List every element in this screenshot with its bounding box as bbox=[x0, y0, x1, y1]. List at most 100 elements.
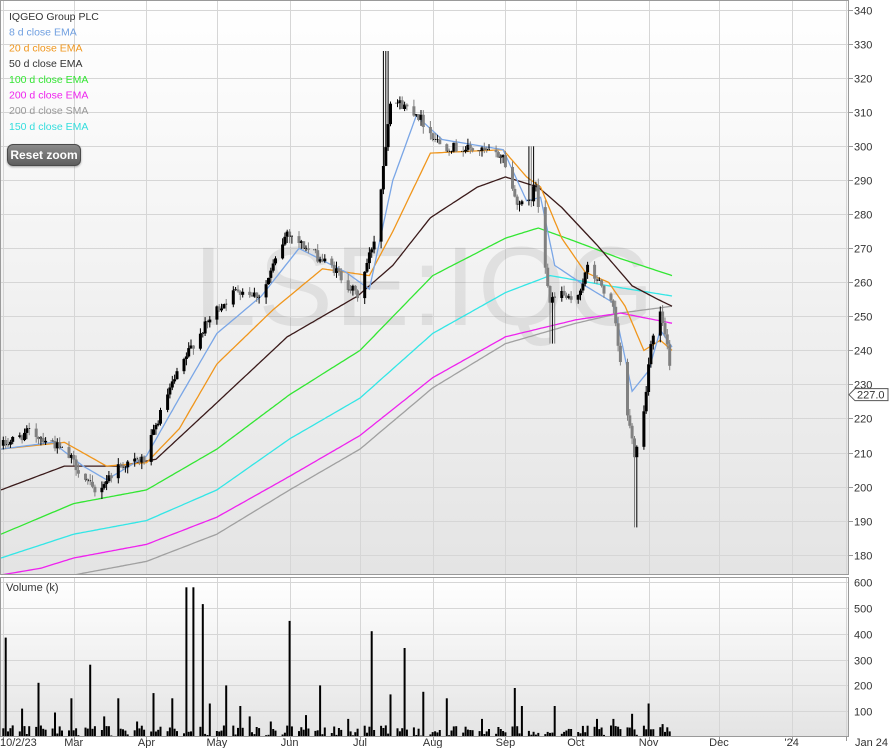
candle-body bbox=[586, 264, 590, 273]
candle-body bbox=[133, 458, 137, 462]
volume-bar bbox=[330, 733, 333, 737]
candle-body bbox=[182, 359, 186, 372]
date-tick-label: Dec bbox=[709, 737, 729, 748]
volume-bar bbox=[267, 734, 270, 737]
candle-body bbox=[332, 264, 336, 273]
candle-body bbox=[330, 258, 334, 265]
volume-bar bbox=[215, 731, 218, 737]
volume-bar bbox=[513, 688, 516, 737]
candle-body bbox=[100, 487, 104, 493]
volume-bar bbox=[396, 728, 399, 737]
candle-body bbox=[320, 259, 324, 262]
volume-bar bbox=[302, 729, 305, 737]
candle-body bbox=[468, 144, 472, 148]
candle-body bbox=[626, 362, 629, 416]
candle-body bbox=[297, 236, 301, 243]
candle-body bbox=[109, 475, 113, 479]
volume-bar bbox=[666, 727, 669, 737]
candle-body bbox=[611, 300, 615, 307]
price-tick-label: 220 bbox=[854, 414, 872, 426]
candle-body bbox=[91, 481, 94, 487]
candle-body bbox=[379, 189, 383, 242]
price-tick-label: 330 bbox=[854, 40, 872, 52]
volume-bar bbox=[373, 730, 376, 737]
volume-bar bbox=[298, 731, 300, 737]
candle-body bbox=[72, 455, 76, 460]
candle-body bbox=[299, 241, 303, 243]
volume-bar bbox=[91, 728, 94, 737]
volume-bar bbox=[283, 732, 286, 737]
volume-bar bbox=[225, 685, 228, 737]
candle-body bbox=[288, 231, 292, 237]
reset-zoom-button[interactable]: Reset zoom bbox=[7, 144, 81, 166]
volume-bar bbox=[546, 731, 549, 737]
volume-bar bbox=[401, 728, 404, 737]
volume-bar bbox=[321, 734, 324, 737]
volume-bar bbox=[23, 726, 26, 737]
candle-body bbox=[69, 455, 73, 458]
volume-bar bbox=[478, 731, 481, 737]
candle-body bbox=[546, 267, 550, 286]
volume-bar bbox=[659, 727, 662, 737]
volume-bar bbox=[208, 703, 211, 737]
candle-body bbox=[618, 345, 622, 362]
candle-body bbox=[353, 285, 357, 291]
candle-body bbox=[602, 285, 606, 294]
volume-bar bbox=[333, 726, 336, 737]
volume-tick-label: 200 bbox=[854, 681, 872, 693]
candle-body bbox=[496, 152, 500, 158]
candle-body bbox=[156, 423, 160, 426]
volume-bar bbox=[532, 731, 535, 737]
volume-bar bbox=[255, 727, 258, 737]
price-tick-label: 310 bbox=[854, 108, 872, 120]
price-tick-label: 290 bbox=[854, 176, 872, 188]
volume-bar bbox=[319, 685, 322, 737]
candle-body bbox=[515, 196, 519, 205]
legend: IQGEO Group PLC 8 d close EMA 20 d close E… bbox=[9, 11, 99, 133]
volume-bar bbox=[258, 728, 261, 737]
candle-body bbox=[668, 344, 672, 366]
candle-body bbox=[550, 297, 554, 303]
candle-body bbox=[471, 148, 475, 151]
legend-entry: 100 d close EMA bbox=[9, 74, 88, 86]
candle-body bbox=[93, 486, 97, 493]
last-price-marker: 227.0 bbox=[848, 388, 889, 402]
volume-bar bbox=[384, 725, 387, 737]
candle-body bbox=[25, 428, 29, 433]
volume-bar bbox=[300, 727, 303, 737]
candle-body bbox=[511, 167, 514, 189]
volume-bar bbox=[422, 691, 425, 737]
volume-bar bbox=[499, 729, 502, 737]
candle-body bbox=[316, 250, 320, 262]
candle-body bbox=[1, 440, 5, 446]
candle-body bbox=[412, 106, 416, 116]
volume-bar bbox=[534, 734, 537, 737]
candle-body bbox=[318, 259, 322, 262]
volume-bar bbox=[570, 729, 573, 737]
candle-body bbox=[431, 133, 435, 140]
candle-body bbox=[562, 291, 566, 296]
volume-bar bbox=[368, 726, 371, 737]
volume-bar bbox=[567, 728, 570, 737]
volume-bar bbox=[642, 725, 645, 737]
volume-bar bbox=[462, 732, 465, 737]
candle-body bbox=[67, 447, 71, 458]
candle-body bbox=[583, 272, 587, 284]
volume-bar bbox=[495, 733, 498, 737]
volume-bar bbox=[4, 637, 7, 737]
price-tick-label: 320 bbox=[854, 74, 872, 86]
volume-bar bbox=[649, 729, 652, 737]
candle-body bbox=[569, 296, 573, 300]
candle-body bbox=[18, 435, 22, 437]
sma200-line bbox=[73, 305, 673, 575]
candle-body bbox=[267, 277, 270, 285]
volume-bar bbox=[584, 732, 587, 737]
volume-bar bbox=[316, 730, 319, 737]
volume-bar bbox=[51, 728, 54, 737]
volume-bar bbox=[412, 727, 415, 737]
volume-axis: 100 200 300 400 500 600 bbox=[854, 578, 872, 719]
volume-bar bbox=[159, 726, 162, 737]
volume-bar bbox=[239, 706, 242, 737]
candle-body bbox=[203, 321, 207, 334]
